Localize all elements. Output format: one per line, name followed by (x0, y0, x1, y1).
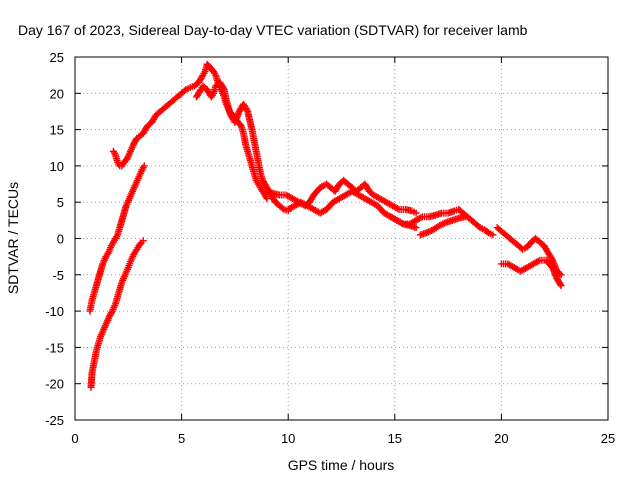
y-tick-label: 0 (57, 232, 64, 247)
axis-ticks (74, 56, 609, 421)
y-tick-label: 25 (50, 50, 64, 65)
data-point (489, 231, 497, 239)
data-point (140, 162, 148, 170)
data-point (534, 257, 542, 265)
series-arc-j-late-low (497, 256, 565, 290)
data-point (423, 229, 431, 237)
tick-labels: 0 5 10 15 20 25 -25 -20 -15 -10 -5 0 5 10 15 20 25 (45, 50, 615, 446)
data-point (243, 106, 251, 114)
data-point (180, 87, 188, 95)
x-tick-label: 25 (601, 431, 615, 446)
data-point (439, 220, 447, 228)
data-point (417, 214, 425, 222)
y-tick-label: -15 (45, 340, 64, 355)
data-point (412, 209, 420, 217)
data-point (393, 205, 401, 213)
x-tick-label: 0 (71, 431, 78, 446)
data-point (556, 280, 564, 288)
plot-frame (74, 56, 609, 421)
data-point (139, 237, 147, 245)
x-tick-label: 10 (281, 431, 295, 446)
x-tick-label: 20 (494, 431, 508, 446)
data-point (263, 195, 271, 203)
y-tick-label: 5 (57, 195, 64, 210)
series-arc-d-morning-low (193, 78, 292, 215)
data-point (279, 204, 287, 212)
data-point (436, 221, 444, 229)
x-tick-label: 5 (178, 431, 185, 446)
data-point (475, 222, 483, 230)
data-point (136, 240, 144, 248)
data-point (440, 219, 448, 227)
y-axis-label: SDTVAR / TECUs (5, 182, 21, 294)
data-point (412, 224, 420, 232)
series-arc-a-early-low (87, 237, 147, 391)
data-point (108, 309, 116, 317)
series-arc-h-evening-low (416, 213, 469, 239)
y-tick-label: 15 (50, 123, 64, 138)
grid (75, 57, 608, 420)
y-tick-label: 20 (50, 86, 64, 101)
data-point (426, 227, 434, 235)
data-points (86, 60, 565, 391)
y-tick-label: -5 (52, 268, 64, 283)
series-arc-g-evening (387, 205, 497, 239)
series-arc-b-early-rising (86, 162, 148, 315)
data-point (483, 228, 491, 236)
y-tick-label: -10 (45, 304, 64, 319)
data-point (398, 219, 406, 227)
x-tick-label: 15 (388, 431, 402, 446)
data-point (461, 213, 469, 221)
x-axis-label: GPS time / hours (288, 457, 395, 473)
chart-title: Day 167 of 2023, Sidereal Day-to-day VTE… (18, 22, 528, 38)
data-point (437, 221, 445, 229)
data-point (219, 84, 227, 92)
y-tick-label: 10 (50, 159, 64, 174)
y-tick-label: -25 (45, 413, 64, 428)
data-point (424, 228, 432, 236)
data-point (557, 282, 565, 290)
y-tick-label: -20 (45, 377, 64, 392)
